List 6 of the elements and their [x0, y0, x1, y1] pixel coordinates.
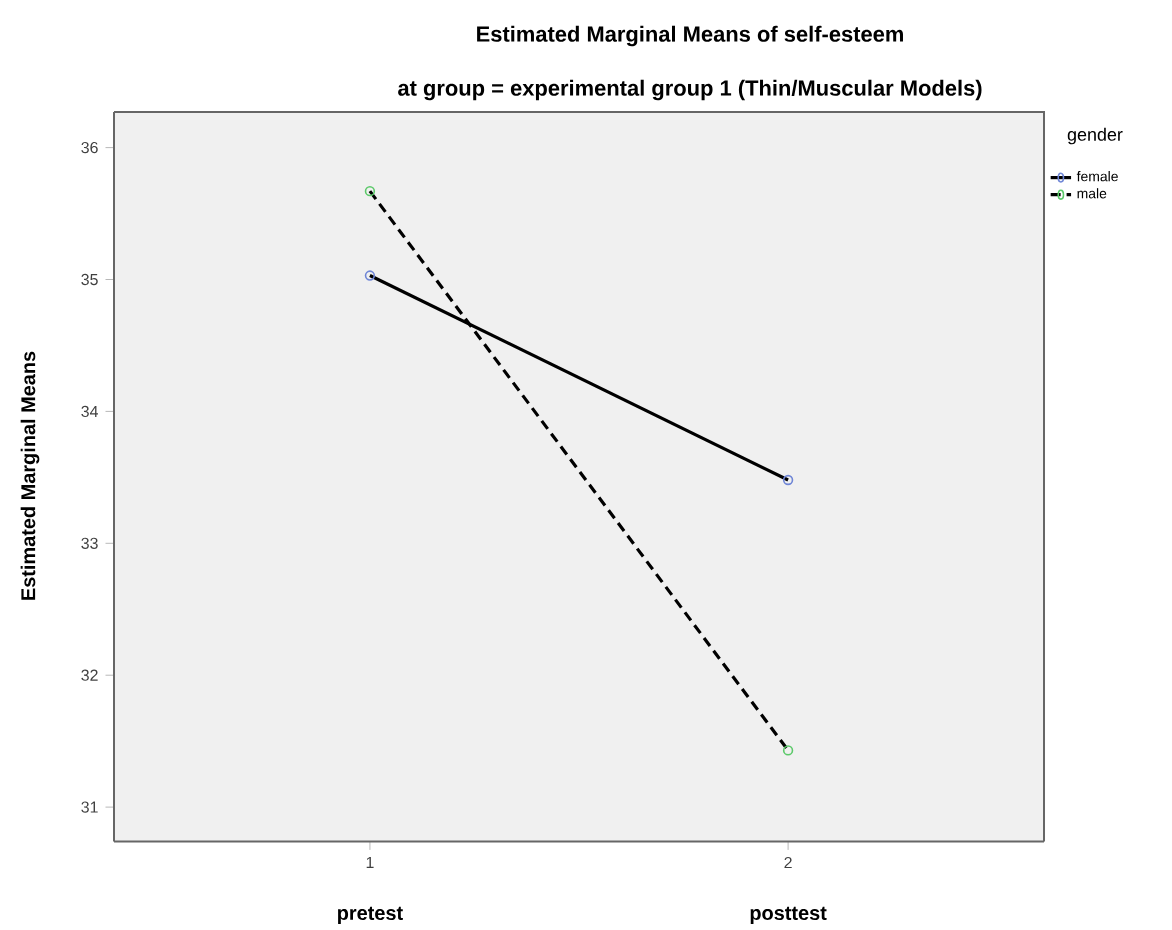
chart-title: Estimated Marginal Means of self-esteem	[477, 25, 903, 47]
text: pretest	[338, 906, 403, 924]
legend-title: gender	[1067, 127, 1123, 145]
chart-subtitle: at group = experimental group 1 (Thin/Muscular Models)	[398, 79, 982, 101]
y-axis-title: Estimated Marginal Means	[20, 351, 40, 600]
text: posttest	[750, 906, 827, 924]
